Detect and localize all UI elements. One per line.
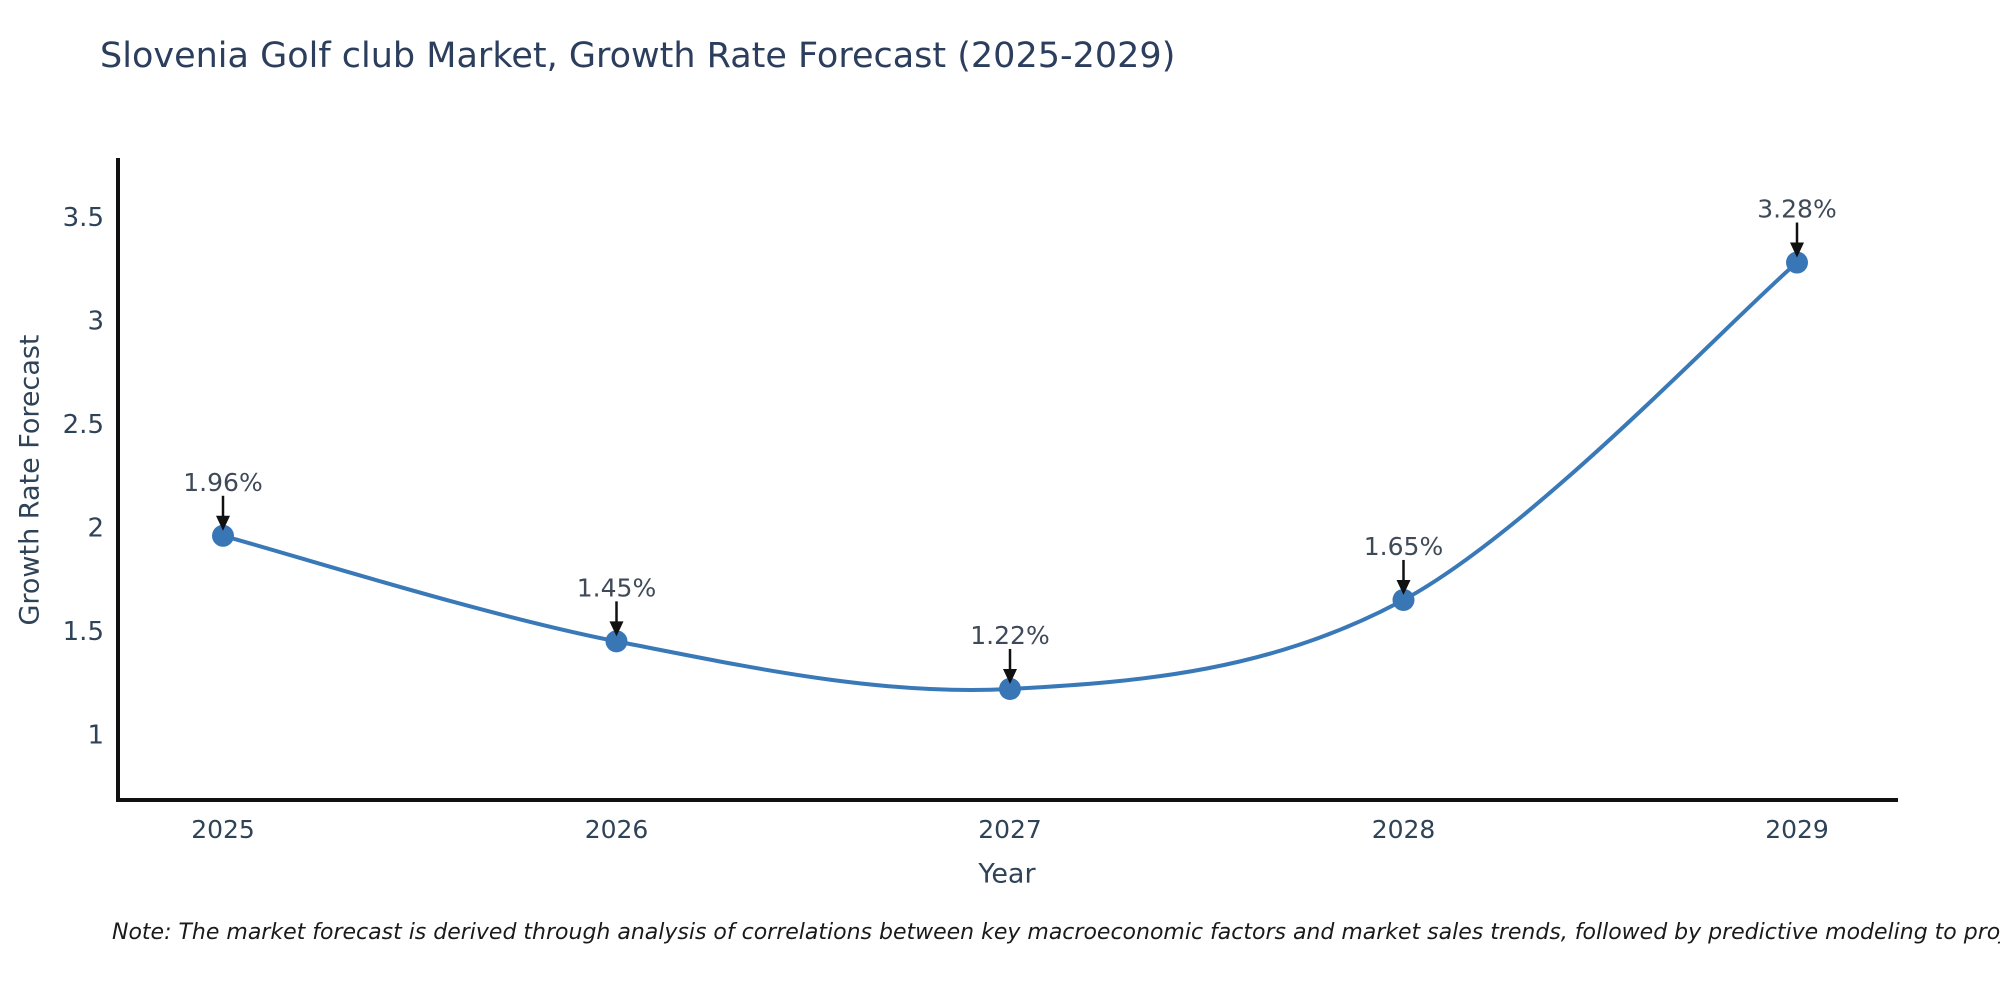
x-tick-label: 2028 (1372, 815, 1436, 844)
x-tick-label: 2025 (191, 815, 255, 844)
annotation-arrow-head-icon (609, 621, 624, 637)
y-tick-label: 3 (87, 307, 104, 337)
x-axis-title: Year (978, 858, 1036, 890)
annotation-arrow-head-icon (1396, 579, 1411, 595)
y-tick-label: 2 (87, 514, 104, 544)
y-tick-label: 1.5 (63, 617, 104, 647)
y-tick-label: 3.5 (63, 203, 104, 233)
data-point-label: 1.96% (183, 468, 262, 497)
x-tick-label: 2026 (585, 815, 649, 844)
data-point-marker (1392, 588, 1415, 611)
x-tick-label: 2029 (1765, 815, 1829, 844)
data-point-marker (1786, 251, 1808, 274)
data-point-marker (605, 630, 628, 653)
data-point-label: 3.28% (1757, 195, 1836, 224)
annotation-arrow-head-icon (216, 515, 230, 531)
chart-title: Slovenia Golf club Market, Growth Rate F… (100, 36, 1176, 76)
data-point-marker (212, 524, 234, 547)
data-point-label: 1.45% (577, 573, 656, 602)
y-tick-label: 1 (87, 721, 104, 751)
data-point-marker (999, 677, 1021, 700)
data-point-label: 1.65% (1364, 532, 1443, 561)
annotation-arrow-head-icon (1003, 668, 1017, 684)
footnote: Note: The market forecast is derived thr… (112, 920, 2000, 945)
annotation-arrow-head-icon (1790, 242, 1804, 258)
data-point-label: 1.22% (970, 621, 1049, 650)
x-tick-label: 2027 (978, 815, 1042, 844)
y-tick-label: 2.5 (63, 410, 104, 440)
